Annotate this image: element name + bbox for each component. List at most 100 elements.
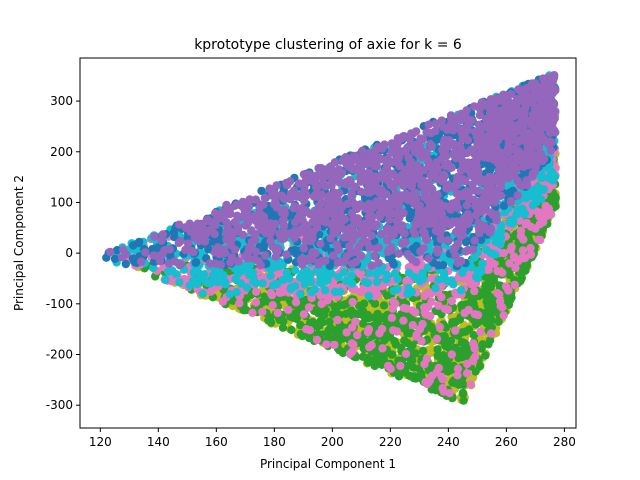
scatter-point: [377, 324, 387, 334]
scatter-point: [499, 248, 508, 258]
scatter-point: [420, 360, 429, 369]
scatter-point: [546, 146, 556, 155]
scatter-point: [284, 305, 293, 315]
scatter-point: [395, 146, 404, 156]
scatter-point: [475, 362, 485, 371]
scatter-point: [445, 389, 454, 398]
scatter-point: [458, 134, 467, 144]
scatter-point: [199, 270, 209, 279]
scatter-point: [363, 278, 373, 288]
scatter-point: [330, 287, 340, 296]
scatter-point: [496, 240, 505, 249]
scatter-point: [534, 235, 543, 244]
scatter-point: [268, 301, 277, 310]
scatter-point: [332, 333, 341, 343]
scatter-point: [278, 323, 288, 332]
scatter-point: [296, 289, 305, 299]
scatter-point: [235, 299, 244, 308]
scatter-point: [538, 208, 547, 217]
scatter-point: [394, 249, 403, 258]
scatter-point: [339, 233, 349, 242]
scatter-point: [388, 304, 397, 313]
scatter-point: [458, 230, 468, 240]
scatter-point: [458, 302, 467, 311]
scatter-point: [486, 283, 496, 292]
scatter-point: [439, 216, 449, 225]
scatter-point: [342, 328, 351, 337]
scatter-point: [453, 371, 462, 380]
scatter-point: [299, 244, 308, 253]
scatter-point: [326, 162, 335, 171]
scatter-point: [323, 276, 332, 285]
scatter-point: [400, 336, 409, 345]
scatter-point: [410, 272, 419, 282]
scatter-point: [396, 361, 405, 371]
scatter-point: [105, 247, 115, 257]
scatter-point: [528, 172, 537, 181]
scatter-point: [151, 244, 161, 254]
scatter-point: [416, 134, 425, 143]
scatter-point: [484, 340, 493, 349]
scatter-point: [191, 258, 200, 267]
scatter-point: [470, 352, 480, 361]
scatter-point: [128, 254, 138, 263]
scatter-point: [453, 364, 463, 373]
scatter-point: [328, 251, 338, 260]
scatter-point: [343, 199, 352, 208]
scatter-point: [267, 290, 277, 300]
scatter-point: [256, 261, 265, 270]
scatter-point: [411, 374, 421, 383]
scatter-point: [280, 205, 289, 214]
scatter-point: [464, 305, 473, 315]
scatter-point: [257, 186, 266, 196]
scatter-point: [477, 288, 486, 297]
scatter-point: [420, 307, 429, 317]
scatter-point: [198, 289, 207, 298]
scatter-point: [387, 350, 396, 359]
scatter-point: [427, 273, 437, 283]
scatter-point: [367, 341, 376, 350]
scatter-point: [487, 316, 496, 325]
scatter-point: [447, 296, 457, 306]
scatter-point: [526, 250, 536, 259]
scatter-point: [271, 260, 280, 270]
scatter-point: [347, 271, 356, 280]
scatter-point: [186, 227, 195, 236]
scatter-point: [419, 274, 428, 284]
scatter-point: [411, 127, 421, 136]
scatter-point: [272, 279, 282, 289]
scatter-point: [548, 174, 558, 183]
scatter-point: [382, 275, 391, 284]
scatter-point: [302, 266, 311, 276]
scatter-point: [286, 284, 295, 294]
scatter-point: [408, 321, 417, 330]
scatter-point: [466, 380, 475, 389]
scatter-point: [340, 257, 349, 266]
scatter-point: [341, 300, 350, 309]
scatter-point: [499, 201, 509, 210]
scatter-point: [137, 257, 146, 266]
scatter-point: [161, 275, 170, 284]
scatter-point: [279, 317, 288, 326]
scatter-point: [371, 354, 381, 364]
scatter-point: [440, 304, 450, 314]
scatter-point: [405, 371, 414, 380]
scatter-point: [498, 259, 507, 268]
scatter-point: [505, 259, 514, 268]
scatter-point: [537, 173, 546, 183]
scatter-point: [457, 328, 467, 337]
scatter-point: [295, 273, 305, 282]
scatter-point: [433, 345, 442, 354]
scatter-point: [468, 180, 477, 189]
scatter-point: [456, 256, 466, 266]
scatter-point: [421, 378, 430, 387]
scatter-point: [347, 192, 356, 202]
scatter-point: [461, 247, 470, 256]
scatter-point: [364, 291, 374, 301]
scatter-point: [251, 298, 261, 307]
scatter-point: [379, 301, 389, 310]
scatter-point: [134, 238, 143, 248]
scatter-point: [515, 181, 525, 190]
scatter-point: [193, 279, 202, 289]
